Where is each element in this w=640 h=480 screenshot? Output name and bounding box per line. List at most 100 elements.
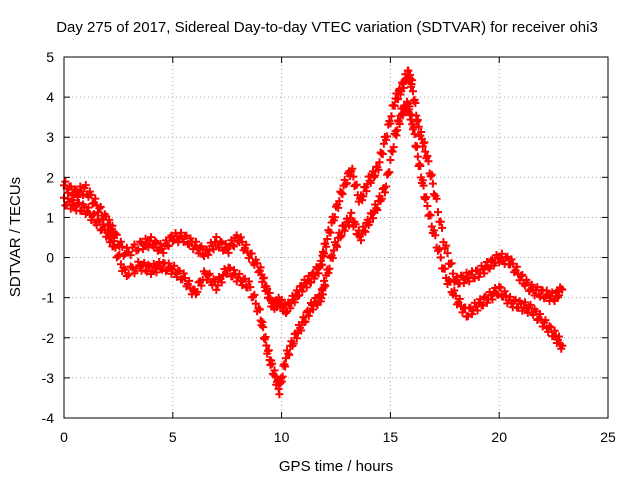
data-point bbox=[478, 301, 487, 310]
data-point bbox=[205, 246, 214, 255]
data-point bbox=[227, 236, 236, 245]
data-point bbox=[209, 245, 218, 254]
data-point bbox=[421, 147, 430, 156]
data-point bbox=[386, 119, 395, 128]
data-point bbox=[374, 165, 383, 174]
data-point bbox=[197, 281, 206, 290]
data-point bbox=[306, 278, 315, 287]
data-point bbox=[275, 390, 284, 399]
data-point bbox=[530, 291, 539, 300]
data-point bbox=[555, 332, 564, 341]
data-point bbox=[502, 291, 510, 300]
data-point bbox=[408, 76, 417, 85]
data-point bbox=[361, 227, 370, 236]
data-point bbox=[91, 194, 100, 203]
data-point bbox=[73, 193, 82, 202]
data-point bbox=[462, 268, 471, 277]
data-point bbox=[457, 271, 466, 280]
data-point bbox=[204, 271, 213, 280]
y-tick-label: 4 bbox=[46, 89, 54, 105]
data-point bbox=[523, 278, 532, 287]
data-point bbox=[112, 230, 121, 239]
data-point bbox=[84, 203, 93, 212]
data-point bbox=[470, 274, 479, 283]
data-point bbox=[545, 322, 554, 331]
data-point bbox=[540, 294, 549, 303]
data-point bbox=[95, 217, 104, 226]
data-point bbox=[385, 168, 394, 177]
data-point bbox=[406, 74, 415, 83]
data-point bbox=[496, 283, 505, 292]
data-point bbox=[416, 161, 425, 170]
data-point bbox=[503, 252, 512, 261]
data-point bbox=[196, 243, 204, 252]
data-point bbox=[242, 240, 251, 249]
data-point bbox=[81, 181, 90, 190]
data-point bbox=[317, 294, 326, 303]
data-point bbox=[413, 142, 422, 151]
data-point bbox=[340, 226, 349, 235]
data-point bbox=[455, 294, 464, 303]
data-point bbox=[338, 190, 347, 199]
data-point bbox=[511, 295, 520, 304]
data-point bbox=[558, 341, 567, 350]
data-point bbox=[176, 228, 185, 237]
data-point bbox=[518, 270, 527, 279]
data-point bbox=[399, 83, 408, 92]
data-point bbox=[130, 269, 139, 278]
data-point bbox=[525, 287, 534, 296]
data-point bbox=[482, 257, 491, 266]
data-point bbox=[352, 180, 361, 189]
data-point bbox=[480, 269, 489, 278]
data-point bbox=[383, 132, 392, 141]
data-point bbox=[124, 270, 133, 279]
data-point bbox=[230, 242, 238, 251]
data-point bbox=[495, 258, 504, 267]
data-point bbox=[297, 326, 306, 335]
data-point bbox=[193, 287, 202, 296]
x-tick-label: 20 bbox=[491, 429, 507, 445]
data-point bbox=[217, 278, 226, 287]
series-upper bbox=[60, 66, 567, 317]
data-point bbox=[387, 112, 396, 121]
data-point bbox=[409, 123, 418, 132]
data-point bbox=[126, 251, 135, 260]
data-point bbox=[342, 179, 351, 188]
data-point bbox=[536, 310, 544, 319]
data-point bbox=[204, 250, 213, 259]
data-point bbox=[240, 274, 249, 283]
data-point bbox=[182, 231, 191, 240]
data-point bbox=[512, 262, 521, 271]
data-point bbox=[440, 264, 449, 273]
data-point bbox=[377, 194, 386, 203]
y-tick-label: -3 bbox=[42, 370, 55, 386]
data-point bbox=[317, 260, 326, 269]
data-point bbox=[87, 216, 96, 225]
x-axis-label: GPS time / hours bbox=[279, 458, 393, 475]
data-point bbox=[149, 259, 158, 268]
data-point bbox=[533, 283, 542, 292]
data-point bbox=[181, 274, 190, 283]
y-tick-label: 3 bbox=[46, 129, 54, 145]
data-point bbox=[423, 151, 432, 160]
data-point bbox=[281, 362, 290, 371]
data-point bbox=[368, 214, 377, 223]
data-point bbox=[286, 304, 295, 313]
data-point bbox=[484, 263, 493, 272]
data-point bbox=[550, 326, 559, 335]
data-point bbox=[87, 190, 96, 199]
data-point bbox=[223, 269, 232, 278]
data-point bbox=[463, 312, 472, 321]
data-point bbox=[152, 238, 161, 247]
data-point bbox=[197, 242, 206, 251]
data-point bbox=[141, 266, 150, 275]
data-point bbox=[251, 299, 260, 308]
data-point bbox=[142, 267, 151, 276]
data-point bbox=[351, 220, 360, 229]
data-point bbox=[278, 372, 287, 381]
data-point bbox=[429, 226, 438, 235]
data-point bbox=[253, 259, 262, 268]
data-point bbox=[538, 322, 547, 331]
data-point bbox=[264, 346, 273, 355]
data-point bbox=[357, 236, 366, 245]
